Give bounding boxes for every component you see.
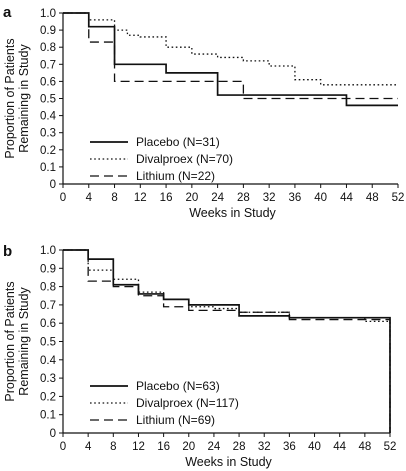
y-axis-label: Remaining in Study — [17, 287, 31, 396]
x-tick-label: 48 — [358, 441, 371, 453]
x-tick-label: 44 — [340, 192, 353, 204]
x-tick-label: 48 — [366, 192, 379, 204]
y-tick-label: 0 — [50, 179, 56, 191]
chart-panel-b: b00.10.20.30.40.50.60.70.80.91.00 4 8 12 16 2… — [3, 243, 396, 469]
legend-label: Lithium (N=22) — [136, 169, 215, 183]
y-tick-label: 0.4 — [40, 111, 57, 123]
x-tick-label: 52 — [384, 441, 397, 453]
series-line-lithium — [63, 12, 398, 100]
y-tick-label: 1.0 — [40, 8, 56, 20]
x-tick-label: 36 — [283, 441, 296, 453]
y-tick-label: 0.5 — [40, 94, 56, 106]
y-tick-label: 0.7 — [40, 59, 56, 71]
y-axis-label: Proportion of Patients — [3, 38, 17, 158]
x-tick-label: 12 — [134, 192, 147, 204]
series-line-divalproex — [63, 12, 398, 86]
y-tick-label: 0.3 — [40, 128, 56, 140]
series-line-placebo — [63, 12, 398, 107]
y-tick-label: 0.3 — [40, 373, 56, 385]
x-tick-label: 28 — [233, 441, 246, 453]
x-tick-label: 32 — [258, 441, 271, 453]
series-line-placebo — [63, 249, 391, 433]
y-tick-label: 0.9 — [40, 25, 56, 37]
y-tick-label: 0 — [50, 428, 56, 440]
x-tick-label: 12 — [132, 441, 145, 453]
chart-panel-a: a00.10.20.30.40.50.60.70.80.91.00 4 8 12 16 2… — [3, 4, 404, 220]
legend-label: Lithium (N=69) — [136, 413, 215, 427]
x-tick-label: 24 — [211, 192, 224, 204]
x-axis-label: Weeks in Study — [189, 206, 276, 220]
y-tick-label: 1.0 — [40, 245, 56, 257]
x-tick-label: 40 — [308, 441, 321, 453]
y-tick-label: 0.6 — [40, 318, 56, 330]
x-tick-label: 32 — [263, 192, 276, 204]
x-tick-label: 40 — [314, 192, 327, 204]
y-tick-label: 0.9 — [40, 263, 56, 275]
panel-label: a — [3, 4, 12, 21]
x-tick-label: 36 — [289, 192, 302, 204]
y-tick-label: 0.7 — [40, 300, 56, 312]
legend-label: Divalproex (N=70) — [136, 152, 233, 166]
y-axis-label: Remaining in Study — [17, 44, 31, 153]
y-tick-label: 0.8 — [40, 42, 56, 54]
x-tick-label: 4 — [85, 441, 92, 453]
x-tick-label: 16 — [157, 441, 170, 453]
x-axis-label: Weeks in Study — [185, 455, 272, 469]
x-tick-label: 16 — [160, 192, 173, 204]
series-line-divalproex — [63, 249, 391, 433]
y-tick-label: 0.1 — [40, 162, 56, 174]
legend-label: Divalproex (N=117) — [136, 396, 239, 410]
x-tick-label: 20 — [182, 441, 195, 453]
x-tick-label: 24 — [208, 441, 221, 453]
x-tick-label: 4 — [86, 192, 93, 204]
y-tick-label: 0.5 — [40, 337, 56, 349]
y-tick-label: 0.6 — [40, 76, 56, 88]
y-tick-label: 0.2 — [40, 145, 56, 157]
legend-label: Placebo (N=31) — [136, 135, 220, 149]
x-tick-label: 8 — [111, 192, 117, 204]
y-tick-label: 0.8 — [40, 282, 56, 294]
x-tick-label: 44 — [333, 441, 346, 453]
y-axis-label: Proportion of Patients — [3, 281, 17, 401]
x-tick-label: 52 — [392, 192, 405, 204]
y-tick-label: 0.2 — [40, 391, 56, 403]
x-tick-label: 0 — [60, 441, 66, 453]
legend-label: Placebo (N=63) — [136, 379, 220, 393]
y-tick-label: 0.1 — [40, 410, 56, 422]
x-tick-label: 28 — [237, 192, 250, 204]
x-tick-label: 8 — [110, 441, 116, 453]
x-tick-label: 20 — [185, 192, 198, 204]
y-tick-label: 0.4 — [40, 355, 57, 367]
x-tick-label: 0 — [60, 192, 66, 204]
series-line-lithium — [63, 249, 391, 433]
panel-label: b — [3, 243, 12, 260]
